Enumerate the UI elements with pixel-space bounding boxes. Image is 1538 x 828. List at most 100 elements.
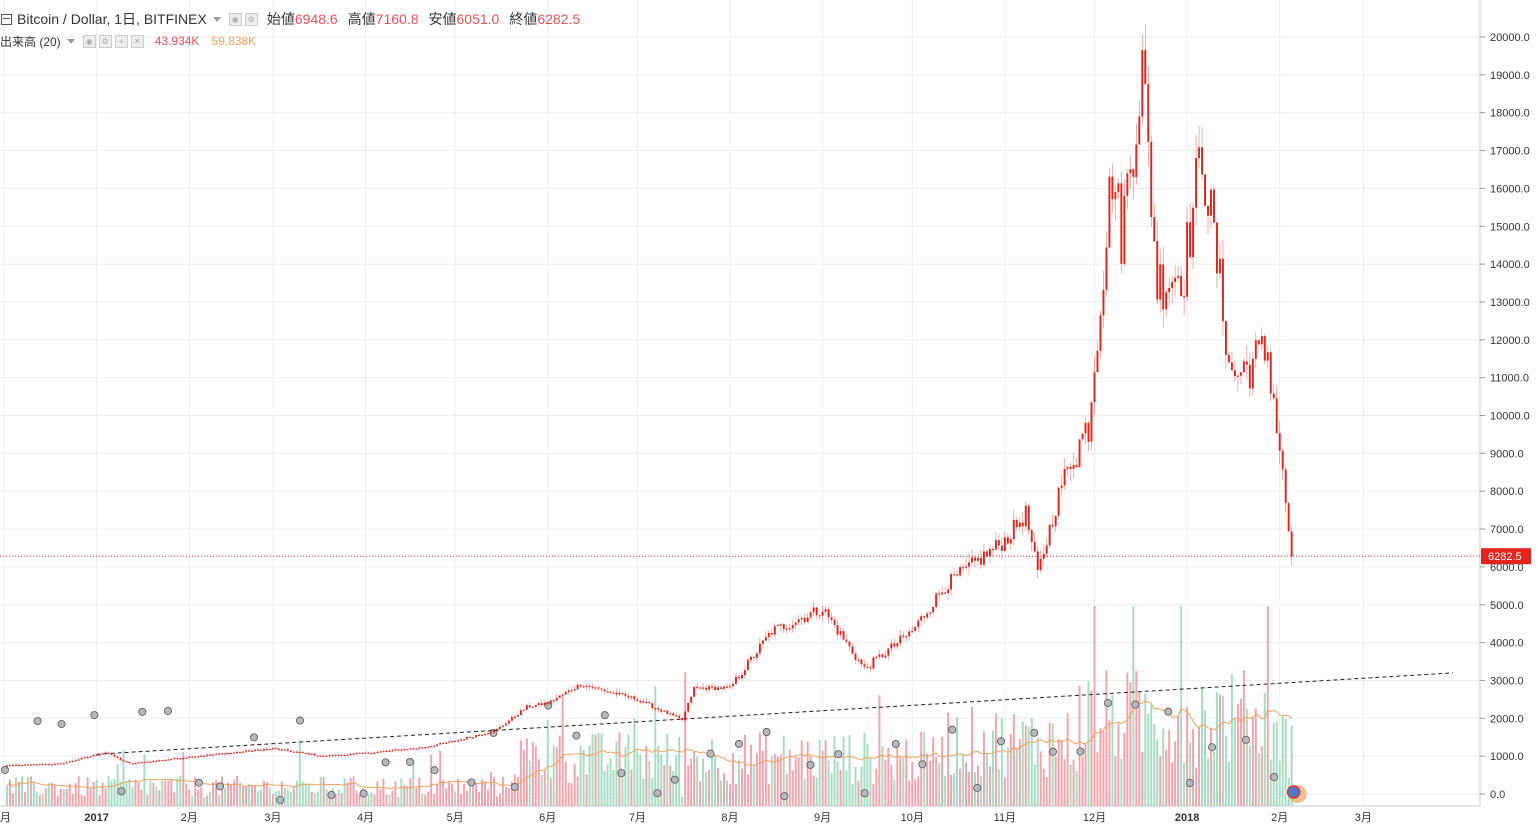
candle-body xyxy=(549,700,552,704)
volume-bar xyxy=(1123,732,1126,806)
x-tick-label: 月 xyxy=(0,812,11,824)
volume-bar xyxy=(896,745,899,806)
volume-bar xyxy=(1278,760,1281,806)
volume-bar xyxy=(1063,759,1066,806)
volume-bar xyxy=(540,774,543,806)
trendline[interactable] xyxy=(96,672,1454,755)
volume-bar xyxy=(487,790,489,806)
volume-bar xyxy=(884,759,887,806)
candle-body xyxy=(944,592,947,594)
candle-body xyxy=(875,656,878,659)
y-tick-label: 7000.0 xyxy=(1490,524,1524,536)
close-icon[interactable]: ✕ xyxy=(130,34,144,48)
time-axis[interactable]: 月 2017 2月 3月 4月 5月 6月 7月 8月 9月 10月 11月 12月 2018 2月 3月 xyxy=(0,812,1372,824)
candle-body xyxy=(618,692,621,695)
volume-bar xyxy=(265,782,268,806)
candle-body xyxy=(259,749,262,752)
candle-body xyxy=(899,635,902,644)
volume-bar xyxy=(9,779,11,806)
ohlc-open-label: 始値 xyxy=(266,11,295,27)
event-marker xyxy=(381,758,390,767)
event-marker xyxy=(138,707,147,716)
volume-bar xyxy=(519,740,522,806)
candle-body xyxy=(29,764,32,766)
chevron-down-icon[interactable] xyxy=(66,38,75,44)
volume-bar xyxy=(920,731,923,806)
volume-bar xyxy=(926,753,929,806)
gear-icon[interactable]: ⚙ xyxy=(98,34,112,48)
volume-bar xyxy=(672,771,675,806)
candle-body xyxy=(950,574,953,590)
candle-body xyxy=(522,709,525,711)
candle-body xyxy=(59,763,62,765)
volume-bar xyxy=(1227,761,1230,806)
candle-body xyxy=(1024,505,1027,527)
y-tick-label: 1000.0 xyxy=(1490,751,1524,763)
menu-icon[interactable] xyxy=(1,13,12,25)
candle-body xyxy=(1257,340,1260,345)
volume-bar xyxy=(17,781,20,806)
candle-body xyxy=(881,654,884,658)
candle-body xyxy=(696,686,699,689)
volume-bar xyxy=(454,791,457,806)
volume-bar xyxy=(1087,680,1090,806)
volume-bar xyxy=(185,783,188,806)
volume-bar xyxy=(248,784,250,806)
volume-bar xyxy=(397,796,400,806)
volume-bar xyxy=(833,736,836,806)
volume-bar xyxy=(863,732,866,806)
candle-body xyxy=(935,593,938,607)
volume-bar xyxy=(1012,714,1015,806)
volume-bar xyxy=(543,770,546,806)
candle-body xyxy=(997,540,1000,546)
volume-bar xyxy=(44,787,47,806)
candle-body xyxy=(1156,241,1159,300)
candle-body xyxy=(283,749,286,751)
candle-body xyxy=(495,729,498,731)
candle-body xyxy=(534,705,537,707)
volume-bar xyxy=(782,735,785,806)
plus-icon[interactable]: + xyxy=(114,34,128,48)
candle-body xyxy=(436,744,439,746)
candle-body xyxy=(627,695,630,698)
candle-body xyxy=(71,760,74,763)
volume-bar xyxy=(355,790,358,806)
volume-bar xyxy=(573,763,576,806)
volume-bar xyxy=(558,735,561,806)
candle-body xyxy=(1272,393,1275,399)
volume-bar xyxy=(561,697,564,806)
chevron-down-icon[interactable] xyxy=(212,16,221,22)
volume-bar xyxy=(1165,749,1168,806)
candle-body xyxy=(1012,519,1015,540)
price-axis[interactable]: 0.0 1000.0 2000.0 3000.0 4000.0 5000.0 6000.0 7… xyxy=(1480,32,1531,801)
candle-body xyxy=(896,643,899,647)
volume-bar xyxy=(815,777,818,806)
candle-body xyxy=(773,626,776,635)
candle-body xyxy=(788,628,791,630)
volume-bar xyxy=(1248,745,1251,806)
volume-bar xyxy=(301,781,304,806)
volume-bar xyxy=(705,772,708,806)
candle-body xyxy=(579,684,582,687)
candle-body xyxy=(1126,173,1129,196)
volume-bar xyxy=(857,780,860,806)
eye-icon[interactable]: ◉ xyxy=(228,12,242,26)
event-marker xyxy=(617,769,626,778)
candle-body xyxy=(358,752,361,754)
ohlc-close-value: 6282.5 xyxy=(537,11,581,27)
eye-icon[interactable]: ◉ xyxy=(82,34,96,48)
candle-body xyxy=(1081,433,1084,440)
gear-icon[interactable]: ⚙ xyxy=(244,12,258,26)
volume-bar xyxy=(968,771,970,806)
candle-body xyxy=(191,756,194,758)
earnings-badge[interactable] xyxy=(1286,785,1307,803)
volume-bar xyxy=(552,745,555,806)
volume-bars xyxy=(6,606,1293,806)
event-marker xyxy=(860,789,869,798)
volume-bar xyxy=(1168,730,1171,806)
volume-bar xyxy=(657,745,660,806)
volume-bar xyxy=(522,749,525,806)
volume-bar xyxy=(767,784,770,806)
volume-bar xyxy=(466,790,469,806)
